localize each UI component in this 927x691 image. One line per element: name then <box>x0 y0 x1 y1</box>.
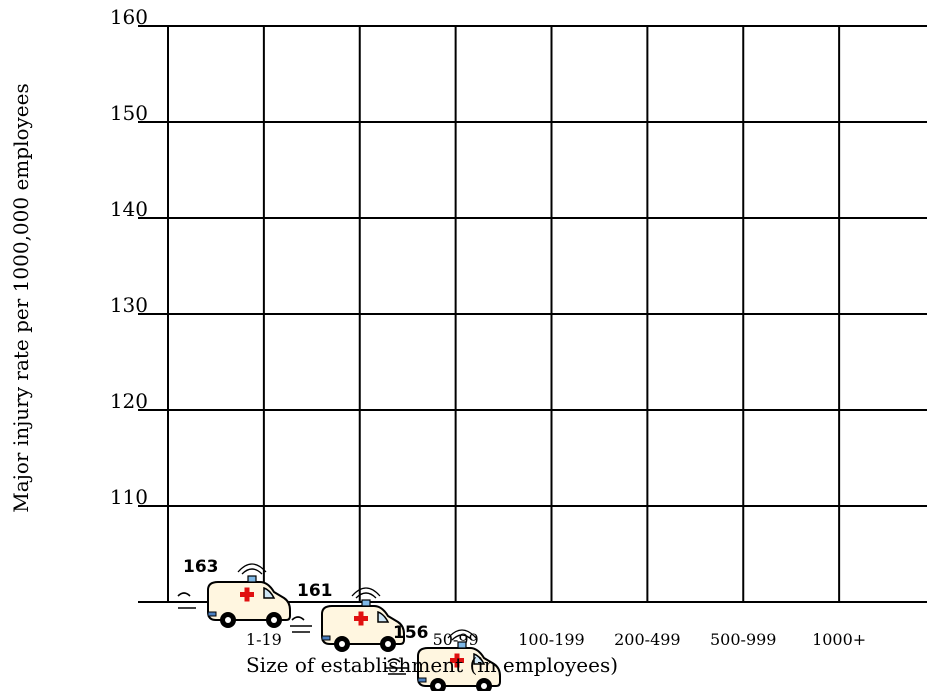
y-tick-label: 110 <box>110 485 148 509</box>
data-label: 163 <box>183 557 219 577</box>
plot-grid <box>138 25 927 603</box>
x-tick-label: 1000+ <box>812 630 866 649</box>
data-label: 156 <box>393 623 429 643</box>
ambulance-icon <box>290 587 405 652</box>
x-tick-label: 200-499 <box>614 630 680 649</box>
x-tick-label: 1-19 <box>246 630 282 649</box>
x-tick-label: 50-99 <box>433 630 479 649</box>
y-tick-label: 160 <box>110 5 148 29</box>
x-tick-label: 500-999 <box>710 630 776 649</box>
y-tick-label: 130 <box>110 293 148 317</box>
data-markers: 163 161 156 <box>176 557 501 691</box>
ambulance-icon <box>386 629 501 691</box>
y-axis-title: Major injury rate per 1000,000 employees <box>9 83 33 512</box>
ambulance-icon <box>176 563 291 628</box>
y-tick-label: 140 <box>110 197 148 221</box>
x-tick-label: 100-199 <box>518 630 584 649</box>
y-tick-label: 150 <box>110 101 148 125</box>
data-label: 161 <box>297 581 333 601</box>
y-tick-label: 120 <box>110 389 148 413</box>
x-axis-title: Size of establishment (in employees) <box>246 653 618 677</box>
y-tick-labels: 110 120 130 140 150 160 <box>110 5 148 509</box>
